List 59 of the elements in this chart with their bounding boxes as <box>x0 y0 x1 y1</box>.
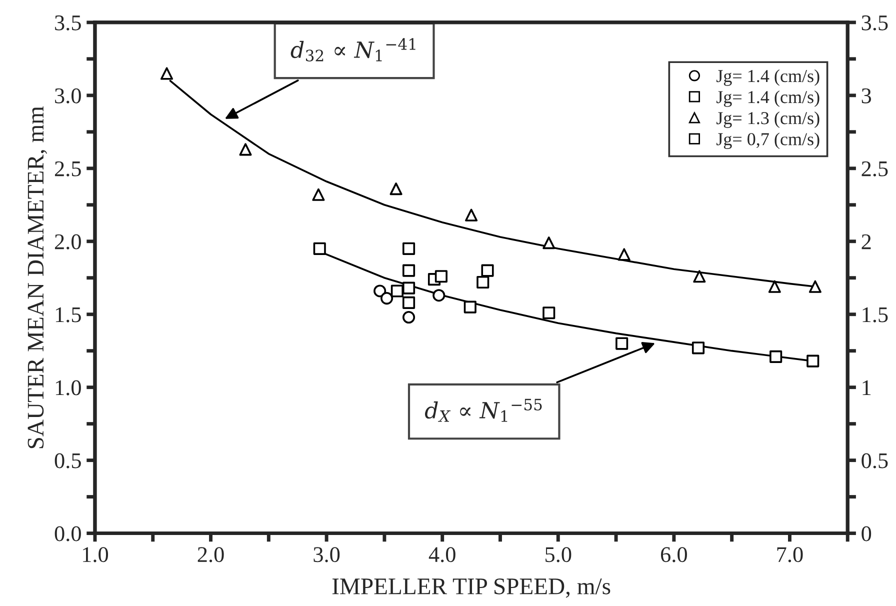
legend-label: Jg= 0,7 (cm/s) <box>716 132 820 150</box>
x-tick-label: 7.0 <box>777 547 803 562</box>
point <box>465 208 478 222</box>
point <box>402 242 416 255</box>
point <box>402 264 416 277</box>
x-tick-label: 1.0 <box>83 547 108 562</box>
y2-tick-label: 2 <box>862 234 871 250</box>
point <box>313 242 326 255</box>
x-tick-label: 5.0 <box>546 547 572 562</box>
annotation: d$_{32}$ ∝ N$_{1}$$^{−41}$ <box>290 38 416 62</box>
legend-label: Jg= 1.3 (cm/s) <box>716 112 820 128</box>
y2-tick-label: 3 <box>862 88 872 104</box>
point <box>390 182 402 196</box>
point <box>432 289 446 302</box>
point <box>476 276 490 289</box>
legend-label: Jg= 1.4 (cm/s) <box>716 69 820 86</box>
point <box>693 270 706 283</box>
y2-tick-label: 0 <box>862 526 872 542</box>
point <box>768 280 781 293</box>
x-axis-title: IMPELLER TIP SPEED, m/s <box>332 578 610 598</box>
y-tick-label: 0.0 <box>54 526 81 542</box>
point <box>402 282 416 294</box>
point <box>808 280 822 293</box>
point <box>160 67 174 80</box>
y2-tick-label: 1.5 <box>862 307 888 322</box>
y-tick-label: 0.5 <box>54 453 81 468</box>
point <box>312 188 325 201</box>
y-tick-label: 2.5 <box>54 161 81 176</box>
y-tick-label: 1.5 <box>56 307 81 322</box>
point <box>806 354 820 368</box>
point <box>434 270 448 283</box>
point <box>542 306 556 320</box>
point <box>239 143 252 156</box>
point <box>380 292 394 305</box>
y-axis-title: SAUTER MEAN DIAMETER, mm <box>28 106 48 448</box>
point <box>402 296 416 309</box>
annotation: d$_{X}$ ∝ N$_{1}$$^{−55}$ <box>424 398 542 422</box>
point <box>464 300 476 314</box>
legend-label: Jg= 1.4 (cm/s) <box>716 90 820 107</box>
x-tick-label: 2.0 <box>198 547 224 562</box>
y2-tick-label: 1 <box>862 380 871 396</box>
point <box>481 264 494 277</box>
point <box>616 337 628 350</box>
y2-tick-label: 0.5 <box>862 453 888 468</box>
point <box>390 284 404 298</box>
y-tick-label: 3.0 <box>55 88 81 104</box>
x-tick-label: 3.0 <box>314 547 340 562</box>
y-tick-label: 3.5 <box>55 15 81 30</box>
y-tick-label: 1.0 <box>56 380 81 396</box>
y-tick-label: 2.0 <box>54 234 81 250</box>
y2-tick-label: 2.5 <box>862 161 888 176</box>
x-tick-label: 4.0 <box>428 547 456 562</box>
point <box>542 236 556 250</box>
point <box>692 342 705 354</box>
point <box>402 310 416 324</box>
x-tick-label: 6.0 <box>660 547 687 562</box>
point <box>770 350 782 363</box>
y2-tick-label: 3.5 <box>862 15 888 30</box>
point <box>374 284 386 298</box>
